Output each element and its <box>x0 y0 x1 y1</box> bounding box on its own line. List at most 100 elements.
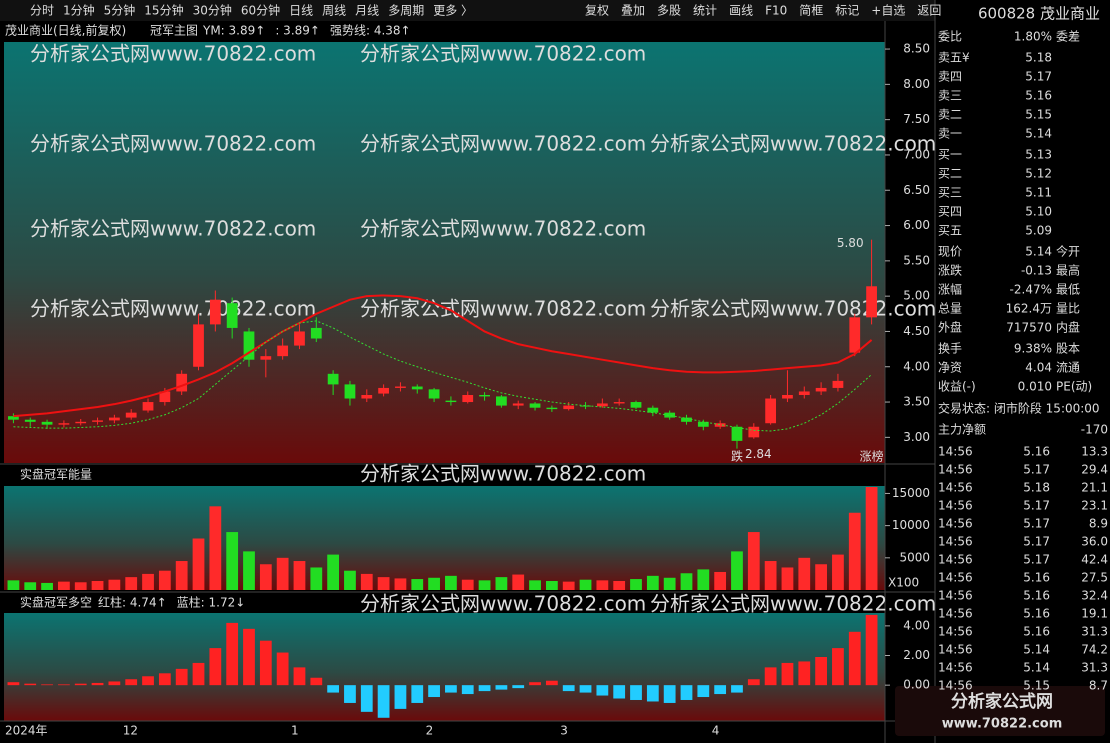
bar <box>579 579 592 590</box>
book-label: 买五 <box>938 224 962 238</box>
bar <box>209 648 222 686</box>
book-label: 买四 <box>938 205 962 219</box>
y-tick-label: 4.50 <box>903 324 930 338</box>
bar <box>680 685 693 700</box>
trade-status: 交易状态: 闭市阶段 15:00:00 <box>938 401 1100 416</box>
toolbar-button[interactable]: 返回 <box>917 4 941 18</box>
tab[interactable]: 15分钟 <box>144 3 183 18</box>
y-tick-label: 6.50 <box>903 183 930 197</box>
bar <box>798 661 811 686</box>
bar <box>815 656 827 686</box>
toolbar-button[interactable]: 统计 <box>693 4 717 18</box>
trade-volume: 8.9 <box>1089 517 1108 531</box>
logo-box <box>895 686 1105 736</box>
indicator-line <box>13 294 873 418</box>
bar <box>832 554 844 590</box>
stat-value: 717570 <box>1006 321 1052 335</box>
trade-price: 5.14 <box>1023 643 1050 657</box>
bar <box>276 652 289 686</box>
toolbar-button[interactable]: 画线 <box>729 4 753 18</box>
candle-body <box>92 420 103 422</box>
candle-body <box>529 403 541 408</box>
book-label: 卖四 <box>938 70 962 84</box>
watermark: 分析家公式网www.70822.com <box>650 132 936 156</box>
bar <box>512 685 525 689</box>
trade-time: 14:56 <box>938 463 973 477</box>
toolbar-button[interactable]: F10 <box>765 4 787 18</box>
tab[interactable]: 60分钟 <box>241 3 280 18</box>
bar <box>411 579 424 590</box>
toolbar-button[interactable]: 复权 <box>585 4 609 18</box>
tab[interactable]: 日线 <box>289 4 313 18</box>
candle-body <box>782 394 793 399</box>
tab[interactable]: 周线 <box>322 4 346 18</box>
bar <box>461 579 474 590</box>
watermark: 分析家公式网www.70822.com <box>360 132 646 156</box>
bar <box>276 557 289 590</box>
bar <box>764 561 777 590</box>
stat-label: 总量 <box>938 302 962 316</box>
stat-label: 最低 <box>1056 283 1080 297</box>
y-tick-label: 2.00 <box>903 648 930 662</box>
book-price: 5.09 <box>1025 224 1052 238</box>
bar <box>747 679 760 686</box>
trade-volume: 21.1 <box>1081 481 1108 495</box>
toolbar-button[interactable]: 标记 <box>835 4 859 18</box>
bar <box>243 551 255 590</box>
candle-body <box>226 303 238 328</box>
bar <box>630 579 642 590</box>
bar <box>108 579 121 590</box>
candle-body <box>647 407 659 413</box>
trade-volume: 13.3 <box>1081 445 1108 459</box>
tab[interactable]: 分时 <box>30 4 54 18</box>
stat-value: 162.4万 <box>1006 302 1052 316</box>
bar <box>310 567 323 590</box>
bar <box>7 580 20 590</box>
bar <box>344 685 356 703</box>
tab[interactable]: 30分钟 <box>193 3 232 18</box>
row-label: 主力净额 <box>938 423 986 437</box>
book-price: 5.10 <box>1025 205 1052 219</box>
toolbar-button[interactable]: 叠加 <box>621 4 645 18</box>
tab[interactable]: 更多 〉 <box>433 4 473 18</box>
bar <box>646 575 659 590</box>
candle-body <box>395 386 406 388</box>
book-price: 5.13 <box>1025 148 1052 162</box>
y-tick-label: 7.50 <box>903 112 930 126</box>
toolbar-button[interactable]: +自选 <box>871 4 905 18</box>
trade-volume: 74.2 <box>1081 643 1108 657</box>
bar <box>310 677 323 686</box>
toolbar-button[interactable]: 多股 <box>657 4 681 18</box>
stat-value: 9.38% <box>1014 342 1052 356</box>
toolbar <box>0 0 935 21</box>
bar <box>478 580 491 590</box>
book-label: 卖一 <box>938 127 962 141</box>
bar <box>428 685 440 698</box>
book-price: 5.16 <box>1025 89 1052 103</box>
bar <box>293 561 306 590</box>
stat-label: 收益(-) <box>938 380 976 394</box>
bar <box>478 685 491 692</box>
bar <box>663 577 676 590</box>
y-tick-label: 6.00 <box>903 218 930 232</box>
stat-label: 今开 <box>1056 244 1080 259</box>
tab[interactable]: 多周期 <box>388 4 424 18</box>
bar <box>158 673 171 686</box>
tab[interactable]: 月线 <box>355 4 379 18</box>
trade-price: 5.17 <box>1023 499 1050 513</box>
stat-label: 流通 <box>1056 361 1080 375</box>
bar <box>394 685 407 709</box>
panel-title: 实盘冠军能量 <box>20 467 92 482</box>
y-tick-label: 15000 <box>892 486 930 500</box>
candle-body <box>193 324 204 367</box>
logo-url: www.70822.com <box>942 717 1063 732</box>
candle-body <box>8 416 19 420</box>
bar <box>7 682 20 686</box>
tab[interactable]: 5分钟 <box>104 3 136 18</box>
toolbar-button[interactable]: 简框 <box>799 4 823 18</box>
x-tick-label: 2024年 <box>5 724 48 738</box>
bar <box>125 679 138 686</box>
trade-price: 5.17 <box>1023 463 1050 477</box>
bar <box>461 685 474 695</box>
tab[interactable]: 1分钟 <box>63 3 95 18</box>
